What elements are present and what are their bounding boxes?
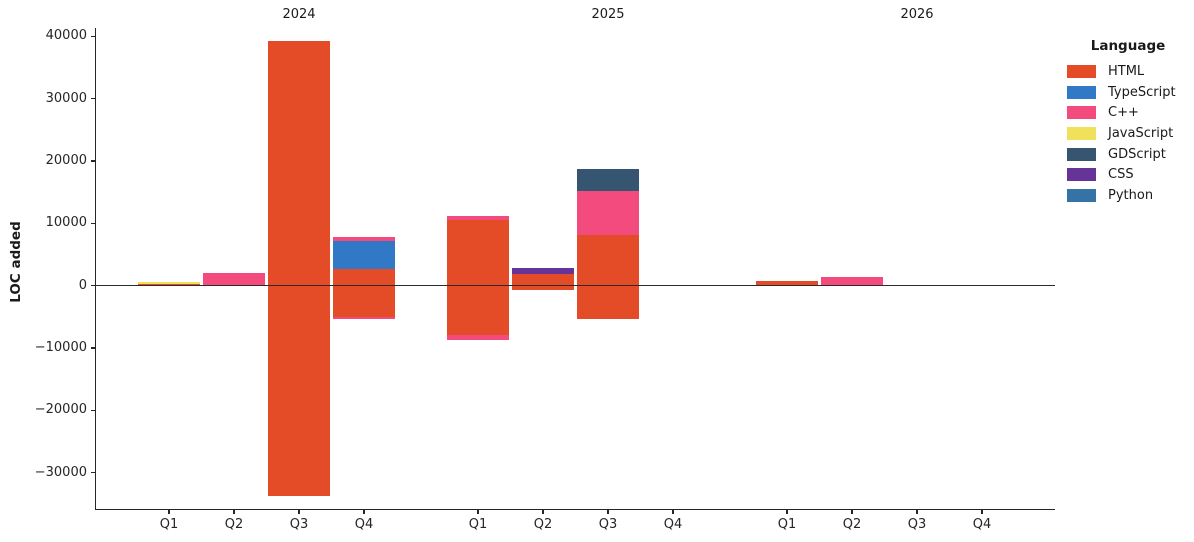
legend-swatch-icon: [1067, 168, 1096, 182]
x-tick-label: Q3: [289, 517, 309, 532]
y-tick-label: 20000: [45, 153, 87, 168]
bar-segment: [333, 285, 395, 317]
bar-segment: [447, 334, 509, 340]
legend-label: TypeScript: [1108, 84, 1176, 100]
bar-segment: [821, 277, 883, 286]
x-tick-label: Q2: [224, 517, 244, 532]
zero-line: [95, 285, 1055, 287]
x-tick-mark: [363, 509, 365, 514]
y-tick-mark: [90, 35, 95, 37]
bar-segment: [268, 40, 330, 286]
x-axis: [95, 509, 1055, 511]
y-tick-mark: [90, 409, 95, 412]
y-tick-mark: [90, 285, 95, 287]
x-tick-mark: [916, 509, 918, 514]
x-tick-label: Q2: [533, 517, 553, 532]
x-tick-mark: [168, 509, 170, 514]
y-tick-label: −10000: [34, 340, 87, 356]
bar-segment: [333, 240, 395, 269]
legend-item: TypeScript: [1064, 82, 1192, 103]
x-tick-mark: [607, 509, 609, 514]
bar-segment: [577, 169, 639, 191]
legend-label: C++: [1108, 105, 1139, 121]
bar-segment: [203, 273, 265, 286]
bar-segment: [512, 267, 574, 274]
legend-swatch-icon: [1067, 188, 1096, 202]
legend-item: CSS: [1064, 164, 1192, 185]
x-tick-mark: [542, 509, 544, 514]
legend-rows: HTML TypeScript C++ JavaScript GDScript CSS Py…: [1064, 61, 1192, 206]
x-tick-label: Q3: [907, 517, 927, 532]
y-tick-label: 0: [78, 277, 87, 293]
y-axis: [95, 28, 97, 509]
legend-item: JavaScript: [1064, 123, 1192, 144]
bar-segment: [577, 235, 639, 286]
x-tick-mark: [851, 509, 853, 514]
year-title-2026: 2026: [900, 7, 934, 22]
x-tick-mark: [981, 509, 983, 514]
legend-item: Python: [1064, 185, 1192, 206]
legend-item: GDScript: [1064, 144, 1192, 165]
x-tick-label: Q3: [598, 517, 618, 532]
year-title-2025: 2025: [591, 7, 625, 22]
bar-segment: [333, 316, 395, 320]
y-tick-mark: [90, 160, 95, 162]
bar-segment: [333, 237, 395, 241]
legend-swatch-icon: [1067, 126, 1096, 140]
x-tick-label: Q1: [468, 517, 488, 532]
legend-swatch-icon: [1067, 64, 1096, 78]
legend-label: JavaScript: [1108, 125, 1174, 141]
x-tick-label: Q1: [159, 517, 179, 532]
y-tick-mark: [90, 98, 95, 100]
bar-segment: [512, 285, 574, 291]
y-tick-label: 40000: [45, 28, 87, 44]
bar-segment: [447, 285, 509, 335]
x-tick-mark: [672, 509, 674, 514]
x-tick-label: Q2: [842, 517, 862, 532]
bar-segment: [138, 283, 200, 286]
x-tick-label: Q4: [354, 517, 374, 532]
legend-label: CSS: [1108, 167, 1134, 183]
bar-segment: [756, 281, 818, 286]
legend-swatch-icon: [1067, 85, 1096, 99]
y-tick-mark: [90, 222, 95, 224]
x-tick-label: Q4: [972, 517, 992, 532]
legend-label: GDScript: [1108, 146, 1166, 162]
y-tick-label: −30000: [34, 464, 87, 480]
bar-segment: [268, 285, 330, 496]
bar-segment: [577, 190, 639, 236]
x-tick-mark: [233, 509, 235, 514]
legend-swatch-icon: [1067, 147, 1096, 161]
legend-item: HTML: [1064, 61, 1192, 82]
x-tick-mark: [786, 509, 788, 514]
legend-item: C++: [1064, 102, 1192, 123]
bar-segment: [333, 268, 395, 286]
bar-segment: [447, 220, 509, 286]
x-tick-mark: [477, 509, 479, 514]
y-tick-label: −20000: [34, 402, 87, 418]
bar-segment: [512, 273, 574, 286]
legend-title: Language: [1090, 38, 1166, 54]
year-title-2024: 2024: [282, 7, 316, 22]
y-tick-mark: [90, 347, 95, 349]
x-tick-label: Q1: [777, 517, 797, 532]
bar-segment: [577, 285, 639, 320]
legend-label: HTML: [1108, 63, 1145, 79]
bar-segment: [138, 281, 200, 284]
bar-segment: [447, 215, 509, 221]
y-tick-mark: [90, 472, 95, 474]
legend-swatch-icon: [1067, 106, 1096, 120]
y-tick-label: 30000: [45, 90, 87, 106]
x-tick-label: Q4: [663, 517, 683, 532]
y-tick-label: 10000: [45, 215, 87, 231]
x-tick-mark: [298, 509, 300, 514]
legend: Language HTML TypeScript C++ JavaScript GDSc…: [1064, 38, 1192, 206]
legend-label: Python: [1108, 187, 1154, 203]
